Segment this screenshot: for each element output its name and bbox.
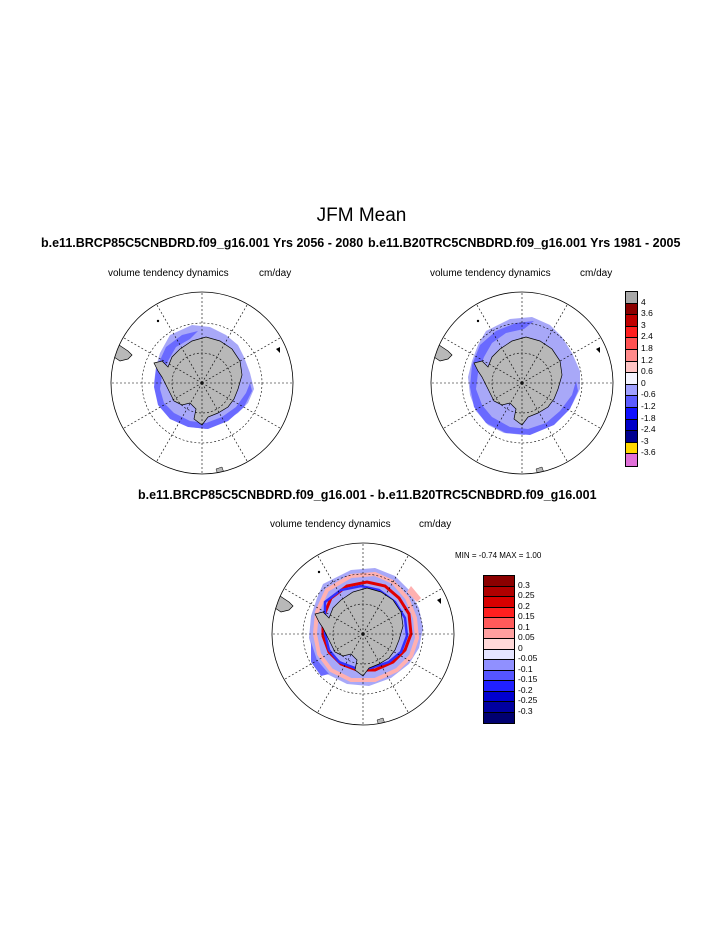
negative-band (311, 642, 329, 676)
colorbar-label: -0.6 (641, 389, 656, 400)
panel-1-field-label: volume tendency dynamics (108, 268, 229, 279)
panel-1-polar-map (110, 291, 294, 475)
colorbar-top: 4 3.6 3 2.4 1.8 1.2 0.6 0 -0.6 -1.2 -1.8 -2.4 -3 -3.6 (625, 291, 685, 476)
colorbar-label: -0.3 (518, 705, 533, 716)
colorbar-label: 0 (641, 377, 646, 388)
colorbar-label: 0.3 (518, 579, 530, 590)
panel-2-units-label: cm/day (580, 268, 613, 279)
island (156, 319, 160, 323)
colorbar-label: -3 (641, 435, 649, 446)
colorbar-label: 3.6 (641, 308, 653, 319)
positive-band (312, 571, 420, 682)
figure-title: JFM Mean (316, 205, 407, 226)
colorbar-label: -0.25 (518, 695, 538, 705)
panel-2-field-label: volume tendency dynamics (430, 268, 551, 279)
panel-2-polar-map (430, 291, 614, 475)
map-border (430, 291, 614, 475)
negative-band (323, 584, 409, 670)
colorbar-label: 0.2 (518, 600, 530, 611)
colorbar-swatch (625, 453, 638, 467)
colorbar-label: -2.4 (641, 424, 656, 435)
colorbar-label: -0.15 (518, 674, 538, 684)
colorbar-label: -1.8 (641, 412, 656, 423)
panel-3-units-label: cm/day (419, 519, 452, 530)
colorbar-label: 1.8 (641, 343, 653, 353)
island (276, 347, 280, 353)
panel-2-title: b.e11.B20TRC5CNBDRD.f09_g16.001 Yrs 1981… (368, 236, 681, 250)
panel-1-title: b.e11.BRCP85C5CNBDRD.f09_g16.001 Yrs 205… (41, 236, 364, 250)
colorbar-label: 4 (641, 296, 646, 307)
map-border (110, 291, 294, 475)
map-border (271, 542, 455, 726)
map-graticule (272, 543, 454, 725)
colorbar-label: 0.25 (518, 590, 535, 600)
colorbar-label: 0 (518, 642, 523, 653)
island (317, 570, 321, 574)
positive-band (407, 586, 421, 602)
panel-3-field-label: volume tendency dynamics (270, 519, 391, 530)
colorbar-difference: 0.3 0.25 0.2 0.15 0.1 0.05 0 -0.05 -0.1 -0.15 -0.2… (483, 575, 543, 724)
colorbar-label: 0.1 (518, 621, 530, 632)
colorbar-label: 2.4 (641, 331, 653, 342)
colorbar-label: 3 (641, 319, 646, 330)
panel-1-units-label: cm/day (259, 268, 292, 279)
panel-3-polar-map-difference (271, 542, 455, 726)
colorbar-swatch (483, 711, 515, 724)
colorbar-label: -3.6 (641, 447, 656, 458)
min-max-label: MIN = -0.74 MAX = 1.00 (455, 551, 542, 560)
map-graticule (431, 292, 613, 474)
panel-3-title: b.e11.BRCP85C5CNBDRD.f09_g16.001 - b.e11… (138, 488, 597, 502)
sea-ice-region (468, 317, 580, 435)
island (596, 347, 600, 353)
colorbar-label: 0.05 (518, 632, 535, 642)
colorbar-label: -0.2 (518, 684, 533, 695)
colorbar-label: 0.6 (641, 366, 653, 377)
colorbar-label: -0.1 (518, 663, 533, 674)
colorbar-label: -0.05 (518, 653, 538, 663)
colorbar-label: 1.2 (641, 354, 653, 365)
colorbar-label: -1.2 (641, 401, 656, 411)
island (437, 598, 441, 604)
colorbar-label: 0.15 (518, 611, 535, 621)
positive-band (321, 580, 413, 672)
island (476, 319, 480, 323)
